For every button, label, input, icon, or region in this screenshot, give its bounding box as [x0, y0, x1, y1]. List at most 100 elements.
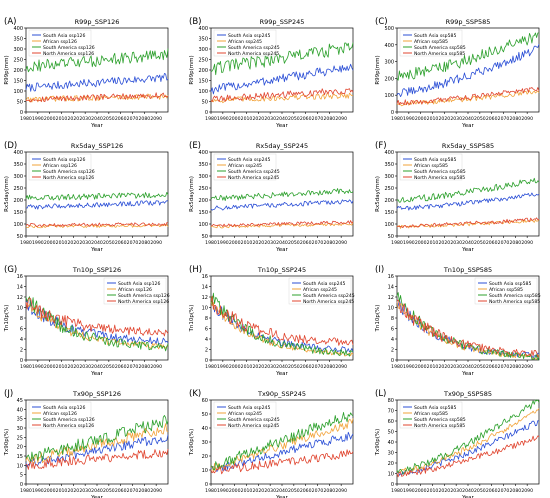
- y-tick-label: 100: [384, 93, 394, 99]
- x-tick-label: 2080: [323, 488, 335, 494]
- x-tick-label: 2090: [150, 488, 162, 494]
- legend-entry: South Asia ssp585: [489, 281, 531, 287]
- series-line-south-america: [396, 177, 540, 203]
- y-tick-label: 10: [202, 306, 208, 312]
- series-line-north-america: [396, 217, 540, 229]
- y-tick-label: 80: [388, 398, 394, 404]
- x-tick-label: 1980: [205, 488, 217, 494]
- x-tick-label: 1980: [391, 364, 403, 370]
- y-tick-label: 150: [198, 210, 208, 216]
- x-tick-label: 2090: [521, 116, 533, 122]
- series-line-north-america: [396, 299, 540, 358]
- x-tick-label: 2070: [127, 364, 139, 370]
- legend-entry: African ssp585: [414, 163, 448, 169]
- x-tick-label: 2090: [521, 364, 533, 370]
- legend-entry: South America ssp126: [43, 45, 95, 51]
- panel-label: (F): [375, 141, 387, 151]
- legend-box: [288, 277, 352, 305]
- series-line-south-america: [396, 292, 540, 361]
- y-tick-label: 60: [388, 419, 394, 425]
- y-tick-label: 50: [202, 412, 208, 418]
- legend-entry: African ssp126: [43, 39, 77, 45]
- x-tick-label: 2010: [427, 364, 439, 370]
- panel-a: (A) R99p_SSP126 0 50 100 150 200 250 300 350 400 19…: [4, 17, 169, 129]
- y-tick-label: 200: [384, 198, 394, 204]
- x-tick-label: 2050: [474, 364, 486, 370]
- legend-box: [213, 153, 277, 181]
- x-tick-label: 2080: [138, 364, 150, 370]
- x-tick-label: 2030: [79, 364, 91, 370]
- series-line-african: [210, 92, 354, 104]
- series-line-south-asia: [396, 192, 540, 211]
- legend-entry: North America ssp126: [43, 175, 94, 181]
- x-tick-label: 2080: [323, 364, 335, 370]
- legend-entry: South America ssp245: [228, 169, 280, 175]
- x-tick-label: 2020: [438, 488, 450, 494]
- legend-entry: North America ssp245: [228, 51, 279, 57]
- y-tick-label: 10: [388, 472, 394, 478]
- y-tick-label: 45: [17, 398, 23, 404]
- panel-title: Rx5day_SSP126: [71, 142, 123, 150]
- y-axis-label: Tx90p(%): [375, 429, 381, 457]
- y-tick-label: 200: [13, 198, 23, 204]
- y-tick-label: 12: [202, 295, 208, 301]
- x-tick-label: 2060: [300, 116, 312, 122]
- y-tick-label: 0: [20, 110, 23, 116]
- x-axis-label: Year: [461, 247, 474, 253]
- x-tick-label: 2000: [415, 364, 427, 370]
- series-line-north-america: [25, 92, 169, 103]
- series-line-north-america: [210, 295, 354, 346]
- y-axis-label: Tx90p(%): [4, 429, 10, 457]
- x-tick-label: 2060: [300, 240, 312, 246]
- x-tick-label: 2040: [462, 116, 474, 122]
- y-tick-label: 14: [388, 285, 394, 291]
- x-tick-label: 2060: [115, 240, 127, 246]
- y-tick-label: 40: [202, 426, 208, 432]
- legend-box: [399, 401, 463, 429]
- y-tick-label: 8: [391, 316, 394, 322]
- x-tick-label: 2080: [509, 240, 521, 246]
- legend-entry: South America ssp245: [228, 417, 280, 423]
- y-tick-label: 100: [384, 222, 394, 228]
- x-tick-label: 2060: [115, 488, 127, 494]
- x-tick-label: 2070: [498, 116, 510, 122]
- y-tick-label: 400: [198, 26, 208, 32]
- x-tick-label: 2020: [438, 240, 450, 246]
- y-tick-label: 0: [20, 482, 23, 488]
- x-tick-label: 2050: [474, 116, 486, 122]
- x-tick-label: 2080: [509, 488, 521, 494]
- x-tick-label: 2010: [427, 240, 439, 246]
- series-line-south-america: [25, 415, 169, 463]
- legend-entry: North America ssp126: [43, 423, 94, 429]
- x-tick-label: 2040: [462, 488, 474, 494]
- series-line-north-america: [396, 435, 540, 478]
- y-tick-label: 150: [13, 210, 23, 216]
- x-tick-label: 2030: [264, 488, 276, 494]
- x-tick-label: 2090: [335, 116, 347, 122]
- x-tick-label: 2010: [241, 488, 253, 494]
- y-tick-label: 400: [384, 43, 394, 49]
- x-tick-label: 2030: [79, 116, 91, 122]
- y-tick-label: 200: [384, 76, 394, 82]
- x-tick-label: 2000: [415, 488, 427, 494]
- panel-title: Rx5day_SSP585: [442, 142, 494, 150]
- x-tick-label: 2080: [509, 364, 521, 370]
- x-tick-label: 2010: [427, 488, 439, 494]
- series-line-south-america: [396, 399, 540, 475]
- y-tick-label: 20: [388, 461, 394, 467]
- y-tick-label: 400: [384, 150, 394, 156]
- legend-entry: South America ssp585: [414, 169, 466, 175]
- series-line-south-america: [210, 188, 354, 202]
- x-tick-label: 2050: [288, 116, 300, 122]
- x-tick-label: 2070: [312, 116, 324, 122]
- y-axis-label: Rx5day(mm): [4, 176, 10, 212]
- x-tick-label: 2030: [450, 364, 462, 370]
- x-tick-label: 1980: [20, 488, 32, 494]
- x-tick-label: 2040: [462, 364, 474, 370]
- x-tick-label: 1980: [20, 240, 32, 246]
- legend-entry: South Asia ssp585: [414, 33, 456, 39]
- y-tick-label: 6: [391, 327, 394, 333]
- panel-label: (C): [375, 17, 388, 27]
- legend-entry: North America ssp245: [228, 423, 279, 429]
- x-tick-label: 2000: [229, 364, 241, 370]
